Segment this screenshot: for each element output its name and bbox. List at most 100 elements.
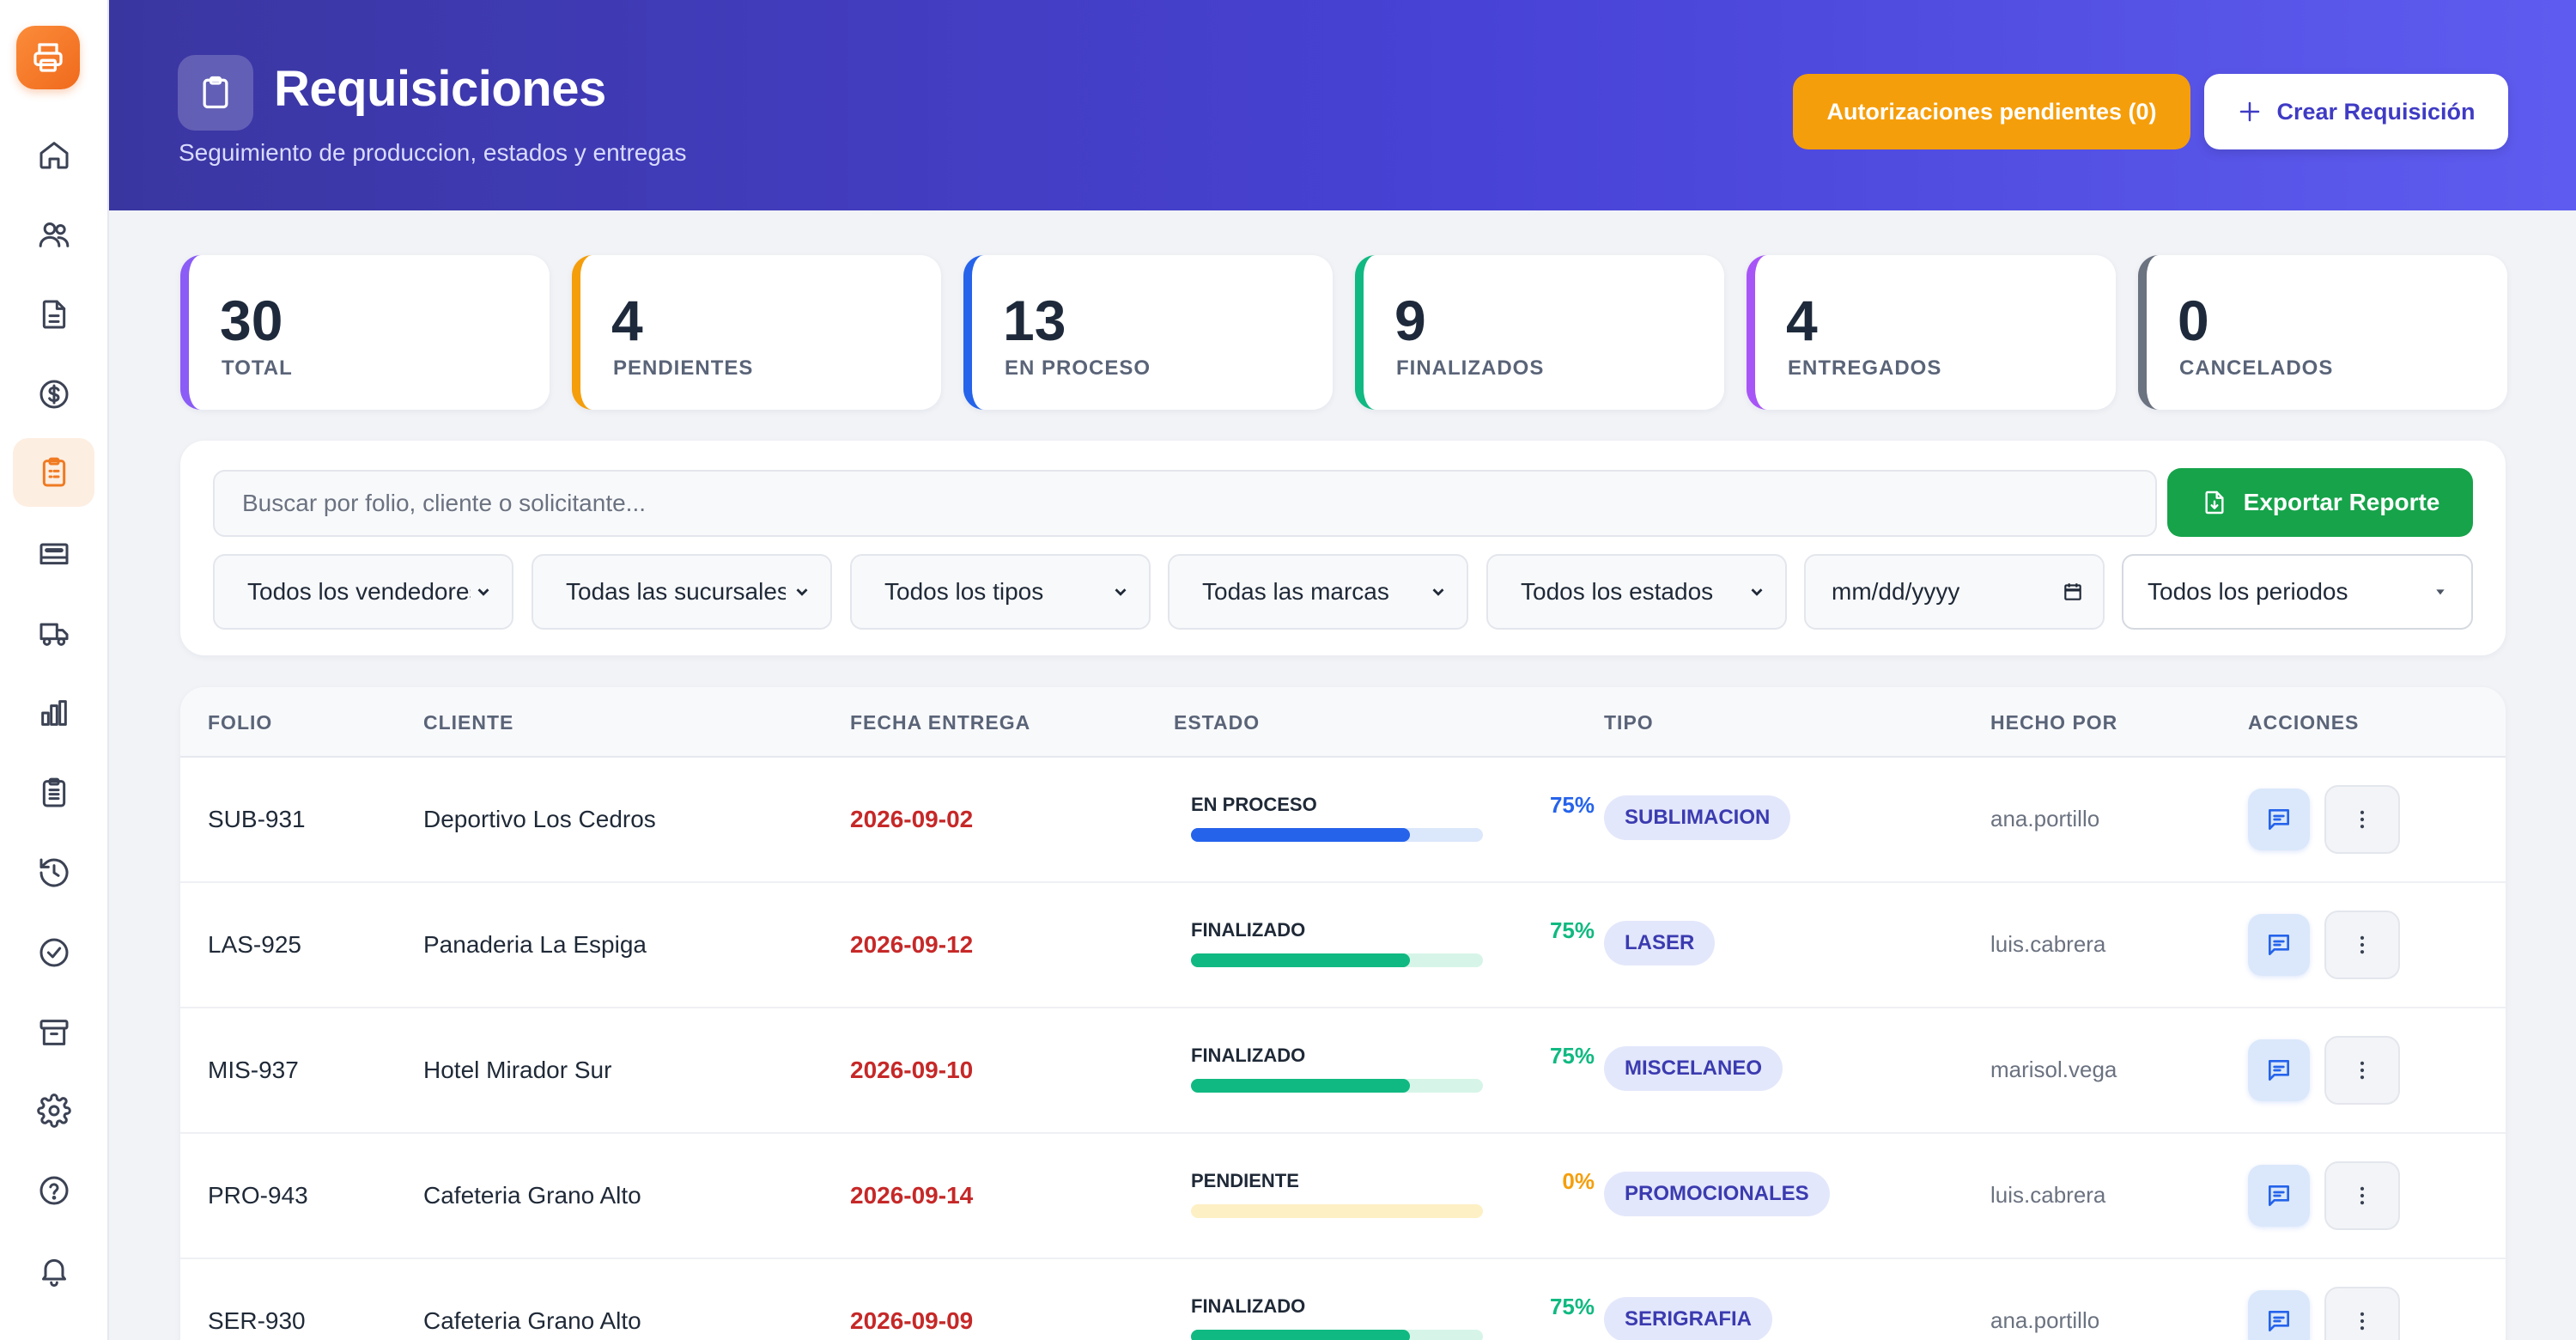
sidebar-item-help[interactable]	[13, 1156, 94, 1225]
row-tipo-badge: MISCELANEO	[1604, 1046, 1783, 1091]
stat-value: 30	[220, 289, 283, 352]
view-details-button[interactable]	[2248, 1039, 2310, 1101]
calendar-icon	[2064, 583, 2081, 600]
caret-down-icon	[2436, 589, 2445, 595]
app-logo[interactable]	[16, 26, 80, 89]
periodo-select[interactable]: Todos los periodos	[2122, 554, 2473, 630]
row-hecho-por: luis.cabrera	[1990, 931, 2106, 957]
sucursal-select[interactable]: Todas las sucursales	[532, 554, 832, 630]
row-folio: SUB-931	[208, 806, 306, 832]
more-options-button[interactable]	[2324, 1036, 2400, 1105]
pending-authorizations-button[interactable]: Autorizaciones pendientes (0)	[1793, 74, 2190, 149]
stat-card-entregados[interactable]: 4 ENTREGADOS	[1747, 255, 2116, 410]
table-row[interactable]: MIS-937 Hotel Mirador Sur 2026-09-10 FINALI…	[180, 1008, 2506, 1134]
stat-card-en-proceso[interactable]: 13 EN PROCESO	[963, 255, 1333, 410]
sidebar-item-history[interactable]	[13, 838, 94, 907]
row-folio: PRO-943	[208, 1182, 308, 1209]
col-estado[interactable]: ESTADO	[1174, 711, 1261, 734]
col-folio[interactable]: FOLIO	[208, 711, 273, 734]
col-acciones: ACCIONES	[2248, 711, 2360, 734]
dots-vertical-icon	[2360, 1061, 2365, 1080]
search-input[interactable]	[213, 470, 2157, 537]
marca-select[interactable]: Todas las marcas	[1168, 554, 1468, 630]
stat-label: TOTAL	[222, 356, 293, 380]
more-options-button[interactable]	[2324, 785, 2400, 854]
message-icon	[2269, 1185, 2289, 1206]
clipboard-list-icon	[42, 777, 65, 807]
stat-card-pendientes[interactable]: 4 PENDIENTES	[572, 255, 941, 410]
table-row[interactable]: SUB-931 Deportivo Los Cedros 2026-09-02 EN …	[180, 758, 2506, 883]
sidebar-item-documents[interactable]	[13, 280, 94, 349]
stat-value: 9	[1394, 289, 1426, 352]
row-fecha-entrega: 2026-09-02	[850, 806, 974, 832]
col-tipo[interactable]: TIPO	[1604, 711, 1654, 734]
table-row[interactable]: PRO-943 Cafeteria Grano Alto 2026-09-14 PEN…	[180, 1134, 2506, 1259]
more-options-button[interactable]	[2324, 1287, 2400, 1340]
progress-bar	[1191, 1330, 1483, 1340]
row-cliente: Cafeteria Grano Alto	[423, 1307, 641, 1334]
row-cliente: Hotel Mirador Sur	[423, 1057, 612, 1083]
sidebar-item-machines[interactable]	[13, 519, 94, 588]
chevron-down-icon	[1115, 588, 1127, 596]
estado-select[interactable]: Todos los estados	[1486, 554, 1787, 630]
col-cliente[interactable]: CLIENTE	[423, 711, 514, 734]
dots-vertical-icon	[2360, 810, 2365, 829]
dots-vertical-icon	[2360, 935, 2365, 954]
chevron-down-icon	[1432, 588, 1444, 596]
stat-card-cancelados[interactable]: 0 CANCELADOS	[2138, 255, 2507, 410]
row-progress-percent: 75%	[1549, 917, 1595, 943]
row-estado: PENDIENTE	[1191, 1170, 1299, 1191]
view-details-button[interactable]	[2248, 914, 2310, 976]
stat-card-total[interactable]: 30 TOTAL	[180, 255, 550, 410]
sidebar-item-approved[interactable]	[13, 918, 94, 987]
row-estado: FINALIZADO	[1191, 1295, 1306, 1317]
stat-value: 4	[1786, 289, 1818, 352]
document-icon	[42, 300, 65, 329]
stat-label: EN PROCESO	[1005, 356, 1151, 380]
date-input[interactable]: mm/dd/yyyy	[1804, 554, 2105, 630]
sidebar-item-archive[interactable]	[13, 998, 94, 1067]
more-options-button[interactable]	[2324, 1161, 2400, 1230]
table-header: FOLIO CLIENTE FECHA ENTREGA ESTADO TIPO …	[180, 687, 2506, 758]
more-options-button[interactable]	[2324, 911, 2400, 979]
tipo-select[interactable]: Todos los tipos	[850, 554, 1151, 630]
view-details-button[interactable]	[2248, 1165, 2310, 1227]
progress-bar-fill	[1191, 828, 1410, 842]
progress-bar	[1191, 1204, 1483, 1218]
sidebar-item-deliveries[interactable]	[13, 599, 94, 667]
row-fecha-entrega: 2026-09-14	[850, 1182, 974, 1209]
view-details-button[interactable]	[2248, 789, 2310, 850]
chevron-down-icon	[796, 588, 808, 596]
message-icon	[2269, 935, 2289, 955]
export-report-button[interactable]: Exportar Reporte	[2167, 468, 2473, 537]
header-clipboard-icon	[178, 55, 253, 131]
sidebar-item-finance[interactable]	[13, 360, 94, 429]
sidebar-item-reports[interactable]	[13, 679, 94, 747]
bar-chart-icon	[40, 700, 67, 726]
clipboard-icon	[42, 457, 65, 487]
sidebar-item-home[interactable]	[13, 120, 94, 189]
create-requisition-button[interactable]: Crear Requisición	[2204, 74, 2508, 149]
table-row[interactable]: LAS-925 Panaderia La Espiga 2026-09-12 FINA…	[180, 883, 2506, 1008]
col-hecho-por[interactable]: HECHO POR	[1990, 711, 2118, 734]
sidebar-item-orders[interactable]	[13, 758, 94, 827]
row-folio: SER-930	[208, 1307, 306, 1334]
message-icon	[2269, 809, 2289, 830]
help-icon	[39, 1176, 68, 1205]
stat-label: PENDIENTES	[613, 356, 754, 380]
stat-card-finalizados[interactable]: 9 FINALIZADOS	[1355, 255, 1724, 410]
truck-icon	[39, 623, 68, 646]
view-details-button[interactable]	[2248, 1290, 2310, 1340]
row-fecha-entrega: 2026-09-10	[850, 1057, 974, 1083]
stat-label: CANCELADOS	[2179, 356, 2334, 380]
sidebar-item-settings[interactable]	[13, 1076, 94, 1145]
col-fecha-entrega[interactable]: FECHA ENTREGA	[850, 711, 1031, 734]
vendedor-select[interactable]: Todos los vendedores	[213, 554, 513, 630]
sidebar-item-requisiciones[interactable]	[13, 438, 94, 507]
row-tipo-badge: SERIGRAFIA	[1604, 1297, 1773, 1340]
sidebar-item-users[interactable]	[13, 200, 94, 269]
plus-icon	[2240, 101, 2260, 122]
table-row[interactable]: SER-930 Cafeteria Grano Alto 2026-09-09 FIN…	[180, 1259, 2506, 1340]
row-tipo-badge: LASER	[1604, 921, 1716, 965]
sidebar-item-notifications[interactable]	[13, 1236, 94, 1305]
